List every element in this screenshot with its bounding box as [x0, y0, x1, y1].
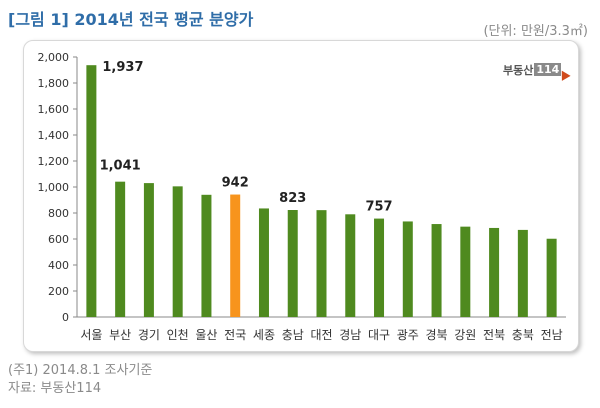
- y-tick-label: 1,800: [38, 77, 70, 90]
- bar: [115, 181, 126, 317]
- x-tick-label: 경남: [339, 328, 361, 342]
- x-tick-label: 전북: [483, 328, 505, 342]
- footnote: (주1) 2014.8.1 조사기준 자료: 부동산114: [8, 362, 152, 398]
- y-tick-label: 1,000: [38, 181, 70, 194]
- data-label: 942: [222, 176, 249, 191]
- x-tick-label: 대전: [310, 328, 332, 342]
- data-label: 1,937: [102, 60, 143, 75]
- x-tick-label: 광주: [397, 328, 419, 342]
- footnote-source: 자료: 부동산114: [8, 381, 102, 396]
- x-tick-label: 서울: [80, 328, 102, 342]
- bar: [374, 218, 385, 317]
- x-tick-label: 인천: [167, 327, 189, 342]
- data-label: 823: [279, 191, 306, 206]
- bar: [460, 226, 471, 317]
- x-tick-label: 경기: [138, 328, 160, 342]
- bar: [172, 186, 183, 317]
- x-tick-label: 울산: [195, 328, 217, 342]
- x-tick-label: 강원: [454, 328, 476, 342]
- bar: [431, 224, 442, 317]
- y-tick-label: 1,600: [38, 103, 70, 116]
- bar: [86, 65, 97, 317]
- data-label: 1,041: [100, 159, 141, 174]
- footnote-date: (주1) 2014.8.1 조사기준: [8, 363, 153, 378]
- y-tick-label: 1,400: [38, 129, 70, 142]
- bar: [402, 221, 413, 317]
- y-tick-label: 600: [48, 233, 69, 246]
- y-tick-label: 800: [48, 207, 69, 220]
- logo-number: 114: [534, 63, 562, 76]
- bar: [316, 210, 327, 317]
- y-tick-label: 0: [62, 311, 69, 324]
- x-tick-label: 전국: [224, 328, 246, 342]
- bar: [517, 229, 528, 317]
- x-tick-label: 대구: [368, 328, 390, 342]
- bar: [287, 210, 298, 317]
- brand-logo: 부동산 114: [503, 60, 571, 81]
- x-tick-label: 전남: [541, 328, 563, 342]
- bar: [546, 238, 557, 317]
- bar: [345, 214, 356, 317]
- x-tick-label: 세종: [253, 328, 275, 342]
- x-tick-label: 경북: [426, 328, 448, 342]
- bar: [230, 194, 241, 317]
- chart-title: [그림 1] 2014년 전국 평균 분양가: [8, 10, 254, 29]
- unit-label: (단위: 만원/3.3㎡): [483, 24, 588, 39]
- y-tick-label: 2,000: [38, 51, 70, 64]
- bar: [258, 208, 269, 317]
- logo-text: 부동산: [503, 63, 534, 77]
- y-tick-label: 200: [48, 285, 69, 298]
- y-tick-label: 1,200: [38, 155, 70, 168]
- x-tick-label: 충남: [282, 328, 304, 342]
- bar: [201, 194, 212, 317]
- bar: [489, 227, 500, 317]
- x-tick-label: 부산: [109, 328, 131, 342]
- bar: [143, 183, 154, 317]
- y-tick-label: 400: [48, 259, 69, 272]
- x-tick-label: 충북: [512, 328, 534, 342]
- data-label: 757: [365, 200, 392, 215]
